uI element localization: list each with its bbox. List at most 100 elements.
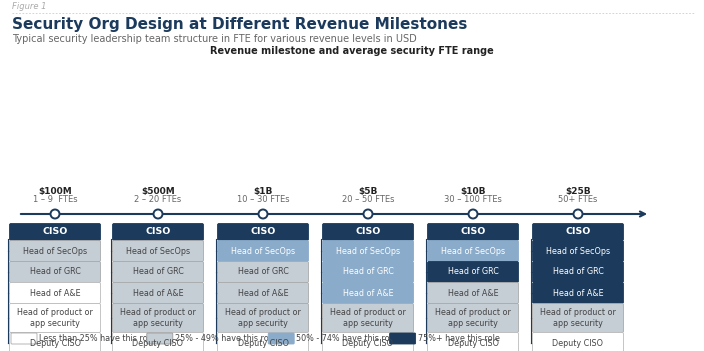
Text: Head of SecOps: Head of SecOps: [126, 246, 190, 256]
FancyBboxPatch shape: [427, 261, 519, 283]
Text: Head of A&E: Head of A&E: [448, 289, 498, 298]
Text: Head of A&E: Head of A&E: [30, 289, 80, 298]
FancyBboxPatch shape: [218, 304, 308, 332]
Text: Head of product or
app security: Head of product or app security: [540, 308, 616, 328]
Text: Head of GRC: Head of GRC: [237, 267, 289, 277]
Text: Deputy CISO: Deputy CISO: [448, 338, 498, 347]
FancyBboxPatch shape: [427, 283, 519, 304]
FancyBboxPatch shape: [322, 304, 413, 332]
Circle shape: [153, 210, 163, 219]
Text: $100M: $100M: [38, 187, 72, 196]
Text: Head of SecOps: Head of SecOps: [336, 246, 400, 256]
Text: Head of GRC: Head of GRC: [132, 267, 184, 277]
Text: 75%+ have this role: 75%+ have this role: [417, 334, 499, 343]
Text: CISO: CISO: [145, 227, 170, 237]
Text: 25% - 49% have this role: 25% - 49% have this role: [175, 334, 276, 343]
FancyBboxPatch shape: [113, 283, 203, 304]
Text: Head of A&E: Head of A&E: [238, 289, 289, 298]
Text: Revenue milestone and average security FTE range: Revenue milestone and average security F…: [210, 46, 494, 56]
Text: 2 – 20 FTEs: 2 – 20 FTEs: [134, 195, 182, 204]
FancyBboxPatch shape: [218, 332, 308, 351]
Circle shape: [51, 210, 60, 219]
FancyBboxPatch shape: [532, 240, 624, 261]
FancyBboxPatch shape: [389, 333, 415, 344]
Text: Head of SecOps: Head of SecOps: [23, 246, 87, 256]
FancyBboxPatch shape: [532, 283, 624, 304]
Text: Deputy CISO: Deputy CISO: [30, 338, 80, 347]
Text: Security Org Design at Different Revenue Milestones: Security Org Design at Different Revenue…: [12, 17, 467, 32]
Text: Head of product or
app security: Head of product or app security: [435, 308, 511, 328]
FancyBboxPatch shape: [9, 332, 101, 351]
FancyBboxPatch shape: [218, 240, 308, 261]
Circle shape: [574, 210, 582, 219]
Text: CISO: CISO: [251, 227, 276, 237]
FancyBboxPatch shape: [532, 332, 624, 351]
FancyBboxPatch shape: [218, 261, 308, 283]
Text: $5B: $5B: [358, 187, 377, 196]
FancyBboxPatch shape: [322, 224, 413, 240]
FancyBboxPatch shape: [427, 224, 519, 240]
FancyBboxPatch shape: [532, 261, 624, 283]
FancyBboxPatch shape: [532, 224, 624, 240]
Text: Deputy CISO: Deputy CISO: [343, 338, 394, 347]
FancyBboxPatch shape: [113, 240, 203, 261]
Text: Head of product or
app security: Head of product or app security: [225, 308, 301, 328]
Text: Head of GRC: Head of GRC: [343, 267, 394, 277]
Circle shape: [258, 210, 268, 219]
Text: 50% - 74% have this role: 50% - 74% have this role: [296, 334, 397, 343]
Text: 30 – 100 FTEs: 30 – 100 FTEs: [444, 195, 502, 204]
Text: Head of A&E: Head of A&E: [132, 289, 183, 298]
FancyBboxPatch shape: [147, 333, 172, 344]
Text: $1B: $1B: [253, 187, 272, 196]
Text: $500M: $500M: [141, 187, 175, 196]
Text: CISO: CISO: [356, 227, 381, 237]
Text: Deputy CISO: Deputy CISO: [132, 338, 184, 347]
Text: Head of SecOps: Head of SecOps: [546, 246, 610, 256]
Text: Head of GRC: Head of GRC: [553, 267, 603, 277]
Text: Deputy CISO: Deputy CISO: [553, 338, 603, 347]
Text: 50+ FTEs: 50+ FTEs: [558, 195, 598, 204]
FancyBboxPatch shape: [322, 332, 413, 351]
Text: Head of A&E: Head of A&E: [343, 289, 394, 298]
Text: CISO: CISO: [565, 227, 591, 237]
FancyBboxPatch shape: [322, 283, 413, 304]
Circle shape: [363, 210, 372, 219]
Text: $10B: $10B: [460, 187, 486, 196]
FancyBboxPatch shape: [9, 240, 101, 261]
Circle shape: [468, 210, 477, 219]
FancyBboxPatch shape: [427, 304, 519, 332]
Text: 1 – 9  FTEs: 1 – 9 FTEs: [32, 195, 77, 204]
Text: Figure 1: Figure 1: [12, 2, 46, 11]
FancyBboxPatch shape: [322, 240, 413, 261]
FancyBboxPatch shape: [113, 224, 203, 240]
Text: CISO: CISO: [42, 227, 68, 237]
Text: Head of product or
app security: Head of product or app security: [330, 308, 406, 328]
Text: Deputy CISO: Deputy CISO: [237, 338, 289, 347]
FancyBboxPatch shape: [9, 283, 101, 304]
FancyBboxPatch shape: [427, 332, 519, 351]
Text: Head of SecOps: Head of SecOps: [231, 246, 295, 256]
FancyBboxPatch shape: [113, 261, 203, 283]
Text: Head of SecOps: Head of SecOps: [441, 246, 505, 256]
FancyBboxPatch shape: [218, 283, 308, 304]
Text: Head of product or
app security: Head of product or app security: [17, 308, 93, 328]
FancyBboxPatch shape: [532, 304, 624, 332]
Text: 10 – 30 FTEs: 10 – 30 FTEs: [237, 195, 289, 204]
Text: Typical security leadership team structure in FTE for various revenue levels in : Typical security leadership team structu…: [12, 34, 417, 44]
FancyBboxPatch shape: [218, 224, 308, 240]
Text: Head of product or
app security: Head of product or app security: [120, 308, 196, 328]
Text: 20 – 50 FTEs: 20 – 50 FTEs: [341, 195, 394, 204]
FancyBboxPatch shape: [113, 304, 203, 332]
FancyBboxPatch shape: [113, 332, 203, 351]
FancyBboxPatch shape: [9, 224, 101, 240]
FancyBboxPatch shape: [11, 333, 37, 344]
Text: Head of GRC: Head of GRC: [30, 267, 80, 277]
FancyBboxPatch shape: [427, 240, 519, 261]
Text: Head of A&E: Head of A&E: [553, 289, 603, 298]
Text: Head of GRC: Head of GRC: [448, 267, 498, 277]
FancyBboxPatch shape: [322, 261, 413, 283]
Text: Less than 25% have this role: Less than 25% have this role: [39, 334, 155, 343]
Text: CISO: CISO: [460, 227, 486, 237]
Text: $25B: $25B: [565, 187, 591, 196]
FancyBboxPatch shape: [9, 304, 101, 332]
